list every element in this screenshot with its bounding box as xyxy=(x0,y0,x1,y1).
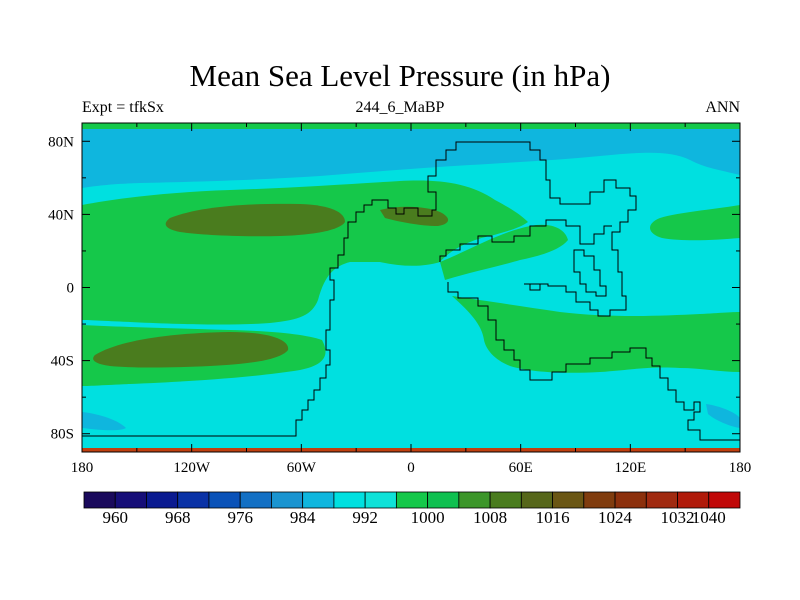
y-tick-label: 80S xyxy=(51,427,74,443)
colorbar-swatch xyxy=(114,491,147,509)
colorbar-swatch xyxy=(364,491,397,509)
small-island-coastline xyxy=(529,283,541,291)
colorbar-label: 976 xyxy=(227,508,253,527)
y-tick-label: 80N xyxy=(48,134,74,150)
colorbar-swatch xyxy=(677,491,710,509)
colorbar-swatch xyxy=(645,491,678,509)
east-subtropical-fill xyxy=(440,224,568,280)
south-high-core-fill xyxy=(93,332,289,368)
colorbar-swatch xyxy=(146,491,179,509)
colorbar-swatch xyxy=(395,491,429,509)
x-tick-label: 180 xyxy=(729,460,752,476)
contour-fill-layer xyxy=(82,123,740,452)
south-west-blue-fill xyxy=(82,412,126,431)
colorbar-label: 992 xyxy=(352,508,378,527)
x-tick-label: 180 xyxy=(71,460,94,476)
colorbar-label: 1024 xyxy=(598,508,633,527)
far-east-fill xyxy=(650,205,740,241)
x-tick-label: 120E xyxy=(614,460,646,476)
north-high-core-fill xyxy=(165,203,345,237)
y-tick-label: 0 xyxy=(67,281,75,297)
arctic-low-fill xyxy=(82,129,740,188)
pangaea-coastline xyxy=(82,141,637,437)
chart-title: Mean Sea Level Pressure (in hPa) xyxy=(189,58,611,93)
colorbar-label: 984 xyxy=(289,508,316,527)
inner-bay-coastline xyxy=(573,249,607,297)
colorbar-swatch xyxy=(208,491,241,509)
colorbar-swatch xyxy=(458,491,491,509)
colorbar xyxy=(83,491,741,509)
colorbar-swatch xyxy=(177,491,210,509)
colorbar-swatch xyxy=(489,491,522,509)
colorbar-label: 1008 xyxy=(473,508,508,527)
y-tick-label: 40N xyxy=(48,207,74,223)
coastline-layer xyxy=(82,141,740,441)
colorbar-swatch xyxy=(302,491,335,509)
colorbar-label: 960 xyxy=(102,508,128,527)
south-east-subtropical-fill xyxy=(452,296,740,373)
colorbar-label: 968 xyxy=(164,508,191,527)
colorbar-swatch xyxy=(583,491,616,509)
colorbar-swatch xyxy=(614,491,647,509)
colorbar-swatch xyxy=(520,491,553,509)
y-tick-label: 40S xyxy=(51,354,74,370)
experiment-label: Expt = tfkSx xyxy=(82,99,164,116)
colorbar-swatch xyxy=(239,491,272,509)
colorbar-label: 1000 xyxy=(410,508,445,527)
north-high-core2-fill xyxy=(380,206,449,226)
colorbar-swatch xyxy=(427,491,460,509)
colorbar-swatch xyxy=(271,491,304,509)
x-tick-label: 60E xyxy=(509,460,533,476)
colorbar-swatch xyxy=(83,491,116,509)
inner-coastline xyxy=(439,219,612,262)
x-tick-label: 60W xyxy=(287,460,317,476)
period-label: 244_6_MaBP xyxy=(355,99,445,116)
colorbar-label: 1032 xyxy=(660,508,695,527)
axis-tick-labels: 180 120W 60W 0 60E 120E 180 80N 40N 0 40S 80S xyxy=(48,134,751,476)
colorbar-swatch xyxy=(333,491,366,509)
colorbar-label: 1016 xyxy=(535,508,570,527)
colorbar-swatch xyxy=(552,491,585,509)
axis-ticks xyxy=(81,123,741,452)
colorbar-label: 1040 xyxy=(691,508,726,527)
x-tick-label: 0 xyxy=(407,460,415,476)
x-tick-label: 120W xyxy=(173,460,211,476)
annual-label: ANN xyxy=(705,99,740,116)
colorbar-swatch xyxy=(708,491,741,509)
southern-coastline xyxy=(447,282,740,441)
south-east-blue-fill xyxy=(706,404,740,428)
